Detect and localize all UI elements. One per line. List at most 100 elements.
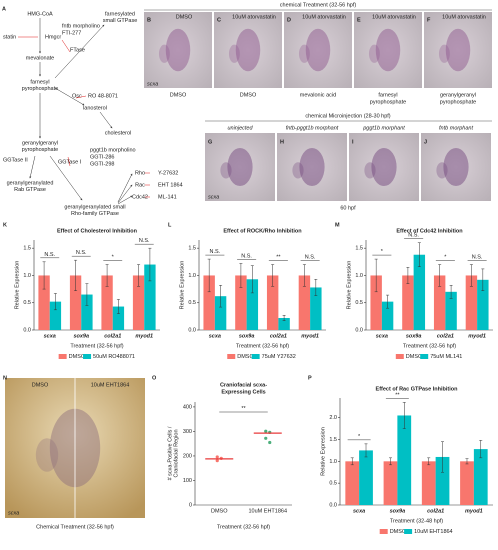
micrograph bbox=[205, 133, 275, 201]
pathway-node: geranylgeranyl bbox=[22, 140, 58, 146]
micrograph bbox=[214, 12, 282, 88]
y-tick-label: 0.5 bbox=[23, 300, 31, 306]
bar bbox=[359, 450, 373, 505]
significance-label: N.S. bbox=[44, 252, 55, 258]
x-axis-title: Treatment (32-48 hpf) bbox=[390, 518, 443, 524]
significance-label: * bbox=[381, 249, 384, 255]
pathway-arrow bbox=[54, 87, 85, 106]
x-tick-label: myod1 bbox=[465, 508, 483, 514]
micrograph bbox=[424, 12, 492, 88]
error-bar bbox=[481, 268, 485, 291]
x-tick-label: sox9a bbox=[73, 333, 89, 339]
stain bbox=[371, 147, 397, 187]
pathway-node: HMG-CoA bbox=[27, 11, 53, 17]
enzyme-label: FTase bbox=[70, 47, 85, 53]
panel-letter: M bbox=[335, 222, 340, 228]
stain bbox=[299, 147, 325, 187]
bar bbox=[460, 461, 474, 505]
error-bar bbox=[388, 457, 392, 466]
bar bbox=[203, 275, 215, 330]
y-tick-label: 0 bbox=[189, 502, 192, 508]
panel-letter: C bbox=[217, 17, 221, 23]
legend-swatch bbox=[379, 529, 388, 534]
panel-letter: O bbox=[152, 375, 157, 381]
error-bar bbox=[364, 443, 368, 458]
section-title: chemical Treatment (32-56 hpf) bbox=[280, 2, 357, 8]
pathway-node: Rac bbox=[135, 182, 145, 188]
stain bbox=[220, 162, 232, 179]
panel-header: 10uM atorvastatin bbox=[372, 14, 416, 20]
y-tick-label: 0.5 bbox=[355, 300, 363, 306]
pathway-arrow bbox=[54, 24, 105, 79]
error-bar bbox=[350, 457, 354, 466]
pathway-arrow bbox=[117, 195, 133, 205]
inhibitor-label: ML-141 bbox=[158, 194, 177, 200]
legend-label: 75uM Y27632 bbox=[262, 354, 296, 360]
panel-letter: E bbox=[357, 17, 361, 23]
stain bbox=[443, 147, 469, 187]
bar bbox=[345, 461, 360, 505]
x-tick-label: DMSO bbox=[211, 508, 228, 514]
bar bbox=[445, 291, 457, 330]
y-tick-label: 2.0 bbox=[329, 415, 337, 421]
x-axis-title: Treatment (32-56 hpf) bbox=[403, 343, 456, 349]
legend-swatch bbox=[395, 354, 404, 359]
panel-header: DMSO bbox=[176, 14, 193, 20]
y-tick-label: 0.5 bbox=[329, 481, 337, 487]
inhibitor-label: EHT 1864 bbox=[158, 182, 183, 188]
legend-swatch bbox=[251, 354, 260, 359]
significance-label: N.S. bbox=[210, 249, 221, 255]
panel-letter: B bbox=[147, 17, 151, 23]
y-tick-label: 0.0 bbox=[23, 327, 31, 333]
bar bbox=[38, 275, 50, 330]
enzyme-label: GGTase I bbox=[58, 159, 82, 165]
y-axis-title: # scxa-Positive Cells / bbox=[167, 426, 173, 480]
data-point bbox=[264, 429, 268, 433]
y-tick-label: 0.0 bbox=[329, 502, 337, 508]
bar bbox=[465, 275, 478, 330]
panel-letter: N bbox=[3, 375, 7, 381]
chart-title: Effect of Cholesterol Inhibition bbox=[57, 228, 138, 234]
y-axis-title: Craniofacial Region bbox=[173, 430, 179, 478]
bar bbox=[49, 301, 62, 330]
stain bbox=[235, 28, 261, 72]
legend-label: DMSO bbox=[69, 354, 86, 360]
legend-swatch bbox=[227, 354, 236, 359]
x-tick-label: scxa bbox=[376, 333, 388, 339]
panel-letter: K bbox=[3, 222, 7, 228]
stain bbox=[436, 162, 448, 179]
x-tick-label: sox9a bbox=[390, 508, 406, 514]
gene-label: scxa bbox=[8, 510, 19, 516]
significance-label: * bbox=[112, 254, 115, 260]
bar bbox=[370, 275, 382, 330]
y-tick-label: 100 bbox=[183, 478, 192, 484]
x-tick-label: sox9a bbox=[239, 333, 255, 339]
panel-header: pggt1b morphant bbox=[362, 125, 405, 131]
stain bbox=[228, 44, 240, 63]
y-tick-label: 0.0 bbox=[355, 327, 363, 333]
panel-letter: H bbox=[280, 139, 284, 145]
stain bbox=[165, 28, 191, 72]
error-bar bbox=[53, 293, 57, 311]
panel-letter: P bbox=[308, 375, 312, 381]
bar bbox=[69, 275, 82, 330]
pathway-node: farnesylated bbox=[105, 11, 135, 17]
significance-label: N.S. bbox=[472, 254, 483, 260]
error-bar bbox=[239, 263, 243, 288]
panel-caption: Chemical Treatment (32-56 hpf) bbox=[36, 524, 114, 530]
y-tick-label: 1.0 bbox=[188, 273, 196, 279]
panel-caption: geranylgeranyl bbox=[440, 92, 476, 98]
inhibition-line bbox=[61, 39, 71, 53]
panel-letter: I bbox=[352, 139, 354, 145]
bar bbox=[112, 306, 125, 330]
pathway-node: pyrophosphate bbox=[22, 86, 58, 92]
bar bbox=[278, 318, 290, 330]
inhibitor-label: GGTI-298 bbox=[90, 161, 114, 167]
significance-label: N.S. bbox=[305, 254, 316, 260]
stain bbox=[35, 438, 59, 472]
x-tick-label: myod1 bbox=[301, 333, 319, 339]
chart-title: Effect of Rac GTPase Inhibition bbox=[376, 386, 459, 392]
error-bar bbox=[406, 267, 410, 284]
pathway-node: Cdc42 bbox=[132, 194, 148, 200]
